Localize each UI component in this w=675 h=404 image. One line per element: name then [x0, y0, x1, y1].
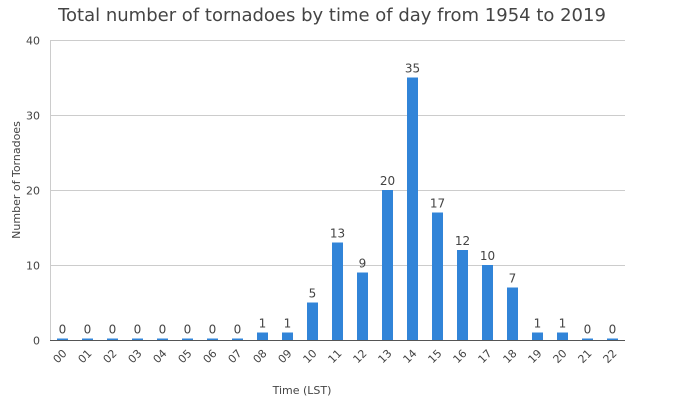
x-tick-label: 12	[351, 347, 370, 366]
x-tick-label: 06	[201, 347, 220, 366]
x-tick-label: 16	[451, 347, 470, 366]
bar-20	[557, 332, 568, 340]
bar-10	[307, 302, 318, 340]
y-tick-label: 10	[26, 260, 40, 273]
x-tick-label: 02	[101, 347, 120, 366]
data-label: 9	[359, 257, 367, 271]
bar-13	[382, 190, 393, 340]
x-tick-label: 01	[76, 347, 95, 366]
data-label: 0	[184, 323, 192, 337]
data-label: 0	[234, 323, 242, 337]
bar-01	[82, 338, 93, 340]
data-label: 0	[584, 323, 592, 337]
bar-21	[582, 338, 593, 340]
y-tick-label: 0	[33, 335, 40, 348]
data-label: 0	[59, 323, 67, 337]
data-label: 0	[159, 323, 167, 337]
x-tick-label: 00	[51, 347, 70, 366]
bar-03	[132, 338, 143, 340]
x-axis-label: Time (LST)	[272, 384, 332, 397]
x-tick-label: 15	[426, 347, 445, 366]
data-label: 35	[405, 62, 420, 76]
bar-15	[432, 212, 443, 340]
data-label: 12	[455, 234, 470, 248]
data-label: 0	[209, 323, 217, 337]
data-label: 20	[380, 174, 395, 188]
bar-02	[107, 338, 118, 340]
data-label: 1	[259, 317, 267, 331]
data-label: 0	[109, 323, 117, 337]
bar-00	[57, 338, 68, 340]
bar-17	[482, 265, 493, 340]
bar-11	[332, 242, 343, 340]
data-label: 10	[480, 249, 495, 263]
bar-08	[257, 332, 268, 340]
x-tick-label: 04	[151, 347, 170, 366]
data-label: 5	[309, 287, 317, 301]
bar-18	[507, 287, 518, 340]
x-tick-label: 21	[576, 347, 595, 366]
x-tick-label: 18	[501, 347, 520, 366]
data-label: 7	[509, 272, 517, 286]
data-label: 0	[609, 323, 617, 337]
data-label: 17	[430, 197, 445, 211]
y-axis-label: Number of Tornadoes	[10, 121, 23, 239]
bar-06	[207, 338, 218, 340]
y-tick-label: 40	[26, 35, 40, 48]
data-label: 1	[284, 317, 292, 331]
bar-22	[607, 338, 618, 340]
x-tick-label: 03	[126, 347, 145, 366]
x-tick-label: 14	[401, 347, 420, 366]
data-label: 1	[534, 317, 542, 331]
x-tick-label: 20	[551, 347, 570, 366]
data-label: 1	[559, 317, 567, 331]
x-tick-label: 11	[326, 347, 345, 366]
data-label: 13	[330, 227, 345, 241]
bar-16	[457, 250, 468, 340]
x-tick-label: 08	[251, 347, 270, 366]
bar-07	[232, 338, 243, 340]
x-tick-label: 07	[226, 347, 245, 366]
bar-12	[357, 272, 368, 340]
x-tick-label: 17	[476, 347, 495, 366]
x-tick-label: 10	[301, 347, 320, 366]
data-label: 0	[84, 323, 92, 337]
x-tick-label: 05	[176, 347, 195, 366]
chart-title: Total number of tornadoes by time of day…	[57, 5, 606, 26]
x-tick-label: 13	[376, 347, 395, 366]
bar-05	[182, 338, 193, 340]
y-tick-label: 30	[26, 110, 40, 123]
bar-14	[407, 77, 418, 340]
x-tick-label: 09	[276, 347, 295, 366]
bar-04	[157, 338, 168, 340]
data-label: 0	[134, 323, 142, 337]
bar-09	[282, 332, 293, 340]
x-tick-label: 22	[601, 347, 620, 366]
y-tick-label: 20	[26, 185, 40, 198]
bar-19	[532, 332, 543, 340]
x-tick-label: 19	[526, 347, 545, 366]
